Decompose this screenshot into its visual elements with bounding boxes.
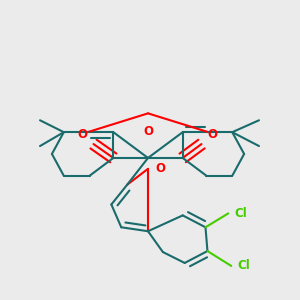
Text: O: O [143, 125, 153, 138]
Text: O: O [78, 128, 88, 141]
Text: Cl: Cl [234, 207, 247, 220]
Text: O: O [208, 128, 218, 141]
Text: O: O [155, 162, 165, 175]
Text: Cl: Cl [237, 260, 250, 272]
